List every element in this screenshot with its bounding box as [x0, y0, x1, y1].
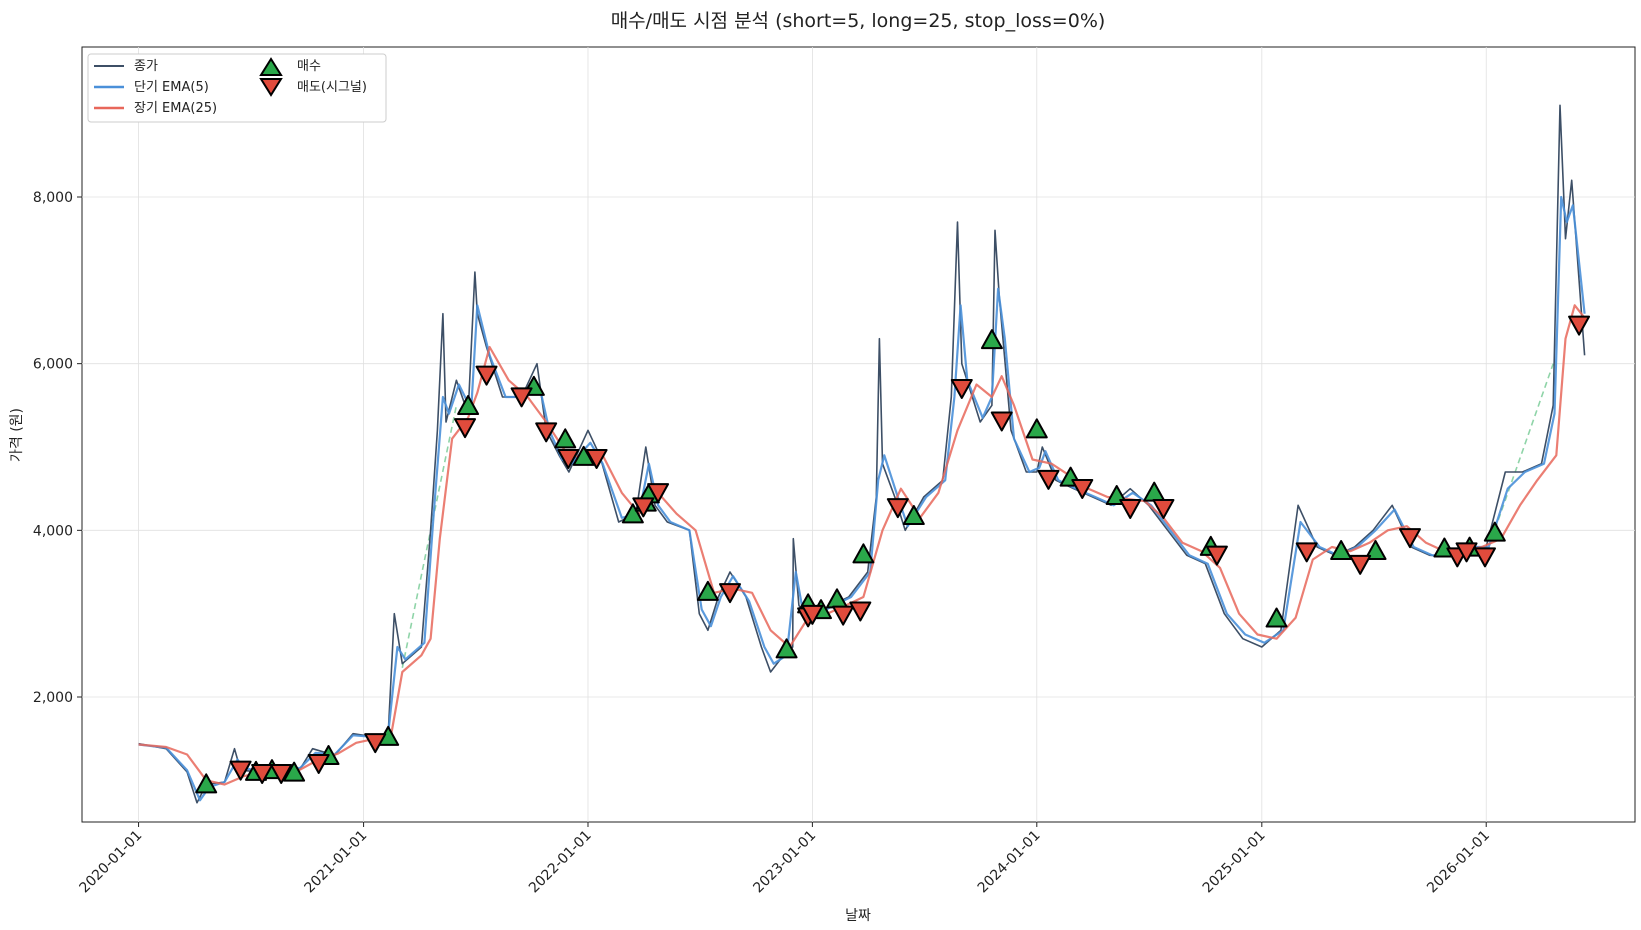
sell-marker: [229, 760, 252, 781]
sell-marker: [1568, 315, 1591, 336]
buy-marker: [621, 503, 644, 524]
sell-marker: [585, 449, 608, 469]
sell-marker: [632, 497, 655, 518]
sell-marker: [1349, 554, 1372, 575]
buy-marker: [902, 505, 925, 525]
legend-sell-marker: [259, 78, 283, 97]
y-tick-label: 2,000: [33, 690, 73, 706]
sell-marker: [557, 449, 580, 469]
buy-marker: [980, 329, 1003, 350]
sell-marker: [832, 605, 855, 626]
sell-marker: [251, 764, 274, 784]
plot-area-frame: [81, 46, 1636, 823]
buy-marker: [1330, 540, 1353, 560]
sell-marker: [454, 418, 477, 439]
sell-marker: [849, 601, 872, 622]
sell-marker: [801, 604, 824, 625]
buy-marker: [1025, 418, 1048, 439]
legend-sell-label: 매도(시그널): [297, 80, 367, 95]
x-tick-label: 2022-01-01: [526, 828, 595, 897]
x-axis-label: 날짜: [845, 908, 871, 924]
buy-marker: [554, 428, 577, 449]
sell-marker: [307, 754, 330, 774]
legend-buy-marker: [259, 57, 283, 76]
y-tick-label: 6,000: [33, 357, 73, 373]
buy-marker: [283, 761, 306, 782]
sell-marker: [1455, 542, 1478, 563]
sell-marker: [647, 483, 670, 504]
sell-marker: [1071, 479, 1094, 499]
sell-marker: [270, 764, 293, 784]
y-axis-label: 가격 (원): [9, 408, 25, 462]
sell-marker: [719, 583, 742, 604]
buy-marker: [696, 580, 719, 601]
legend-close-label: 종가: [134, 59, 158, 74]
y-axis-ticks: 2,000 4,000 6,000 8,000: [33, 190, 82, 706]
x-axis-ticks: 2020-01-01 2021-01-01 2022-01-01 2023-01-01…: [77, 822, 1493, 897]
sell-marker: [364, 733, 387, 754]
buy-marker: [457, 395, 480, 415]
x-tick-label: 2025-01-01: [1200, 828, 1269, 897]
x-tick-label: 2026-01-01: [1424, 828, 1493, 897]
sell-marker: [1473, 547, 1496, 568]
series-line-ema-long: [138, 304, 1586, 786]
x-tick-label: 2024-01-01: [975, 828, 1044, 897]
legend-box: [87, 53, 387, 123]
legend-ema-short-label: 단기 EMA(5): [134, 80, 209, 95]
buy-marker: [195, 773, 218, 794]
sell-marker: [1205, 545, 1228, 566]
buy-marker: [1364, 540, 1387, 560]
sell-marker: [1398, 528, 1421, 549]
buy-marker: [1483, 521, 1506, 542]
x-tick-label: 2020-01-01: [77, 828, 146, 897]
sell-marker: [1119, 499, 1142, 519]
sell-marker: [510, 387, 533, 408]
x-tick-label: 2021-01-01: [302, 828, 371, 897]
buy-marker: [1265, 607, 1288, 628]
chart-title: 매수/매도 시점 분석 (short=5, long=25, stop_loss…: [611, 10, 1106, 32]
sell-marker: [535, 422, 558, 443]
y-tick-label: 4,000: [33, 523, 73, 539]
sell-marker: [1037, 469, 1060, 490]
y-tick-label: 8,000: [33, 190, 73, 206]
sell-marker: [886, 498, 909, 519]
sell-marker: [475, 365, 498, 386]
buy-marker: [572, 445, 595, 466]
signal-markers: [195, 315, 1591, 794]
legend: 종가 단기 EMA(5) 장기 EMA(25) 매수 매도(시그널): [87, 53, 387, 123]
buy-marker: [852, 543, 875, 564]
legend-ema-long-label: 장기 EMA(25): [134, 101, 217, 116]
legend-buy-label: 매수: [297, 59, 321, 74]
sell-marker: [990, 411, 1013, 432]
sell-marker: [950, 379, 973, 399]
buy-marker: [775, 638, 798, 659]
sell-marker: [1295, 542, 1318, 563]
sell-marker: [1152, 499, 1175, 519]
x-tick-label: 2023-01-01: [750, 828, 819, 897]
